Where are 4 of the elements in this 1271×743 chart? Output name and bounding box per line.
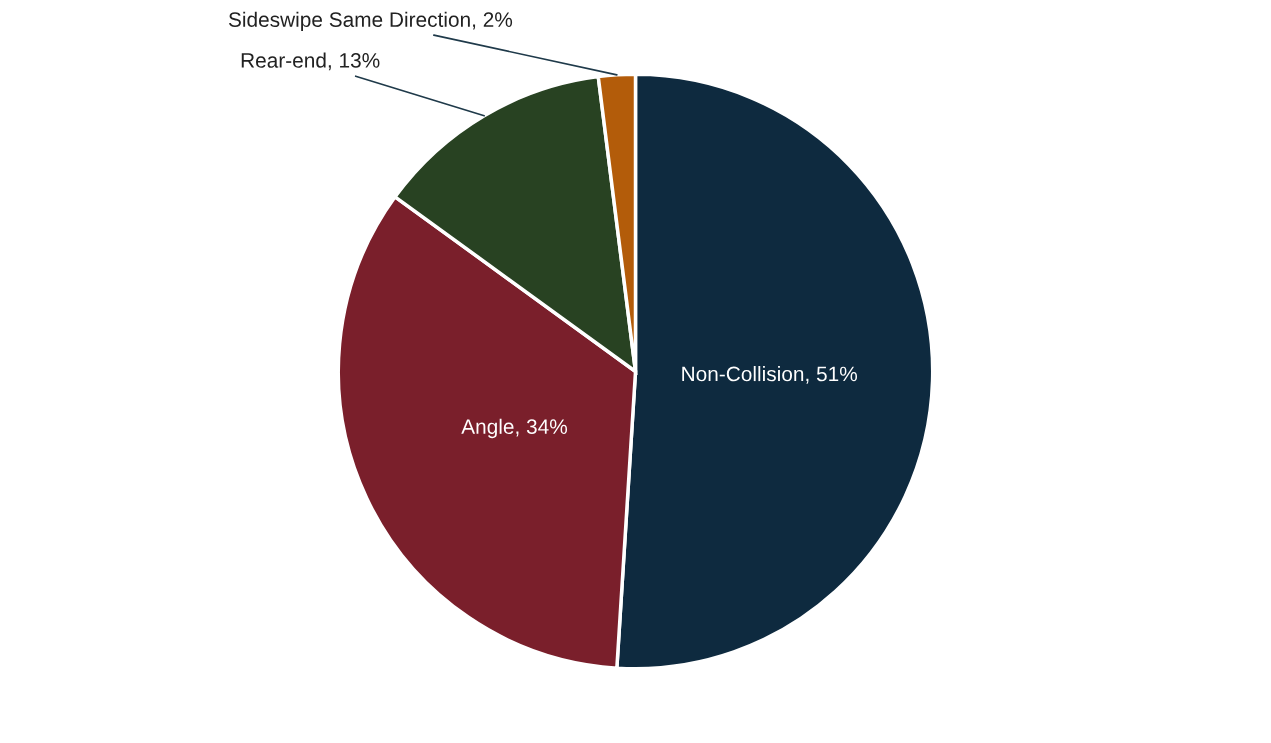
- slice-label: Sideswipe Same Direction, 2%: [228, 11, 513, 32]
- slice-label: Rear-end, 13%: [241, 52, 380, 71]
- slice-label: Non-Collision, 51%: [682, 365, 858, 384]
- slice-label: Angle, 34%: [461, 418, 568, 439]
